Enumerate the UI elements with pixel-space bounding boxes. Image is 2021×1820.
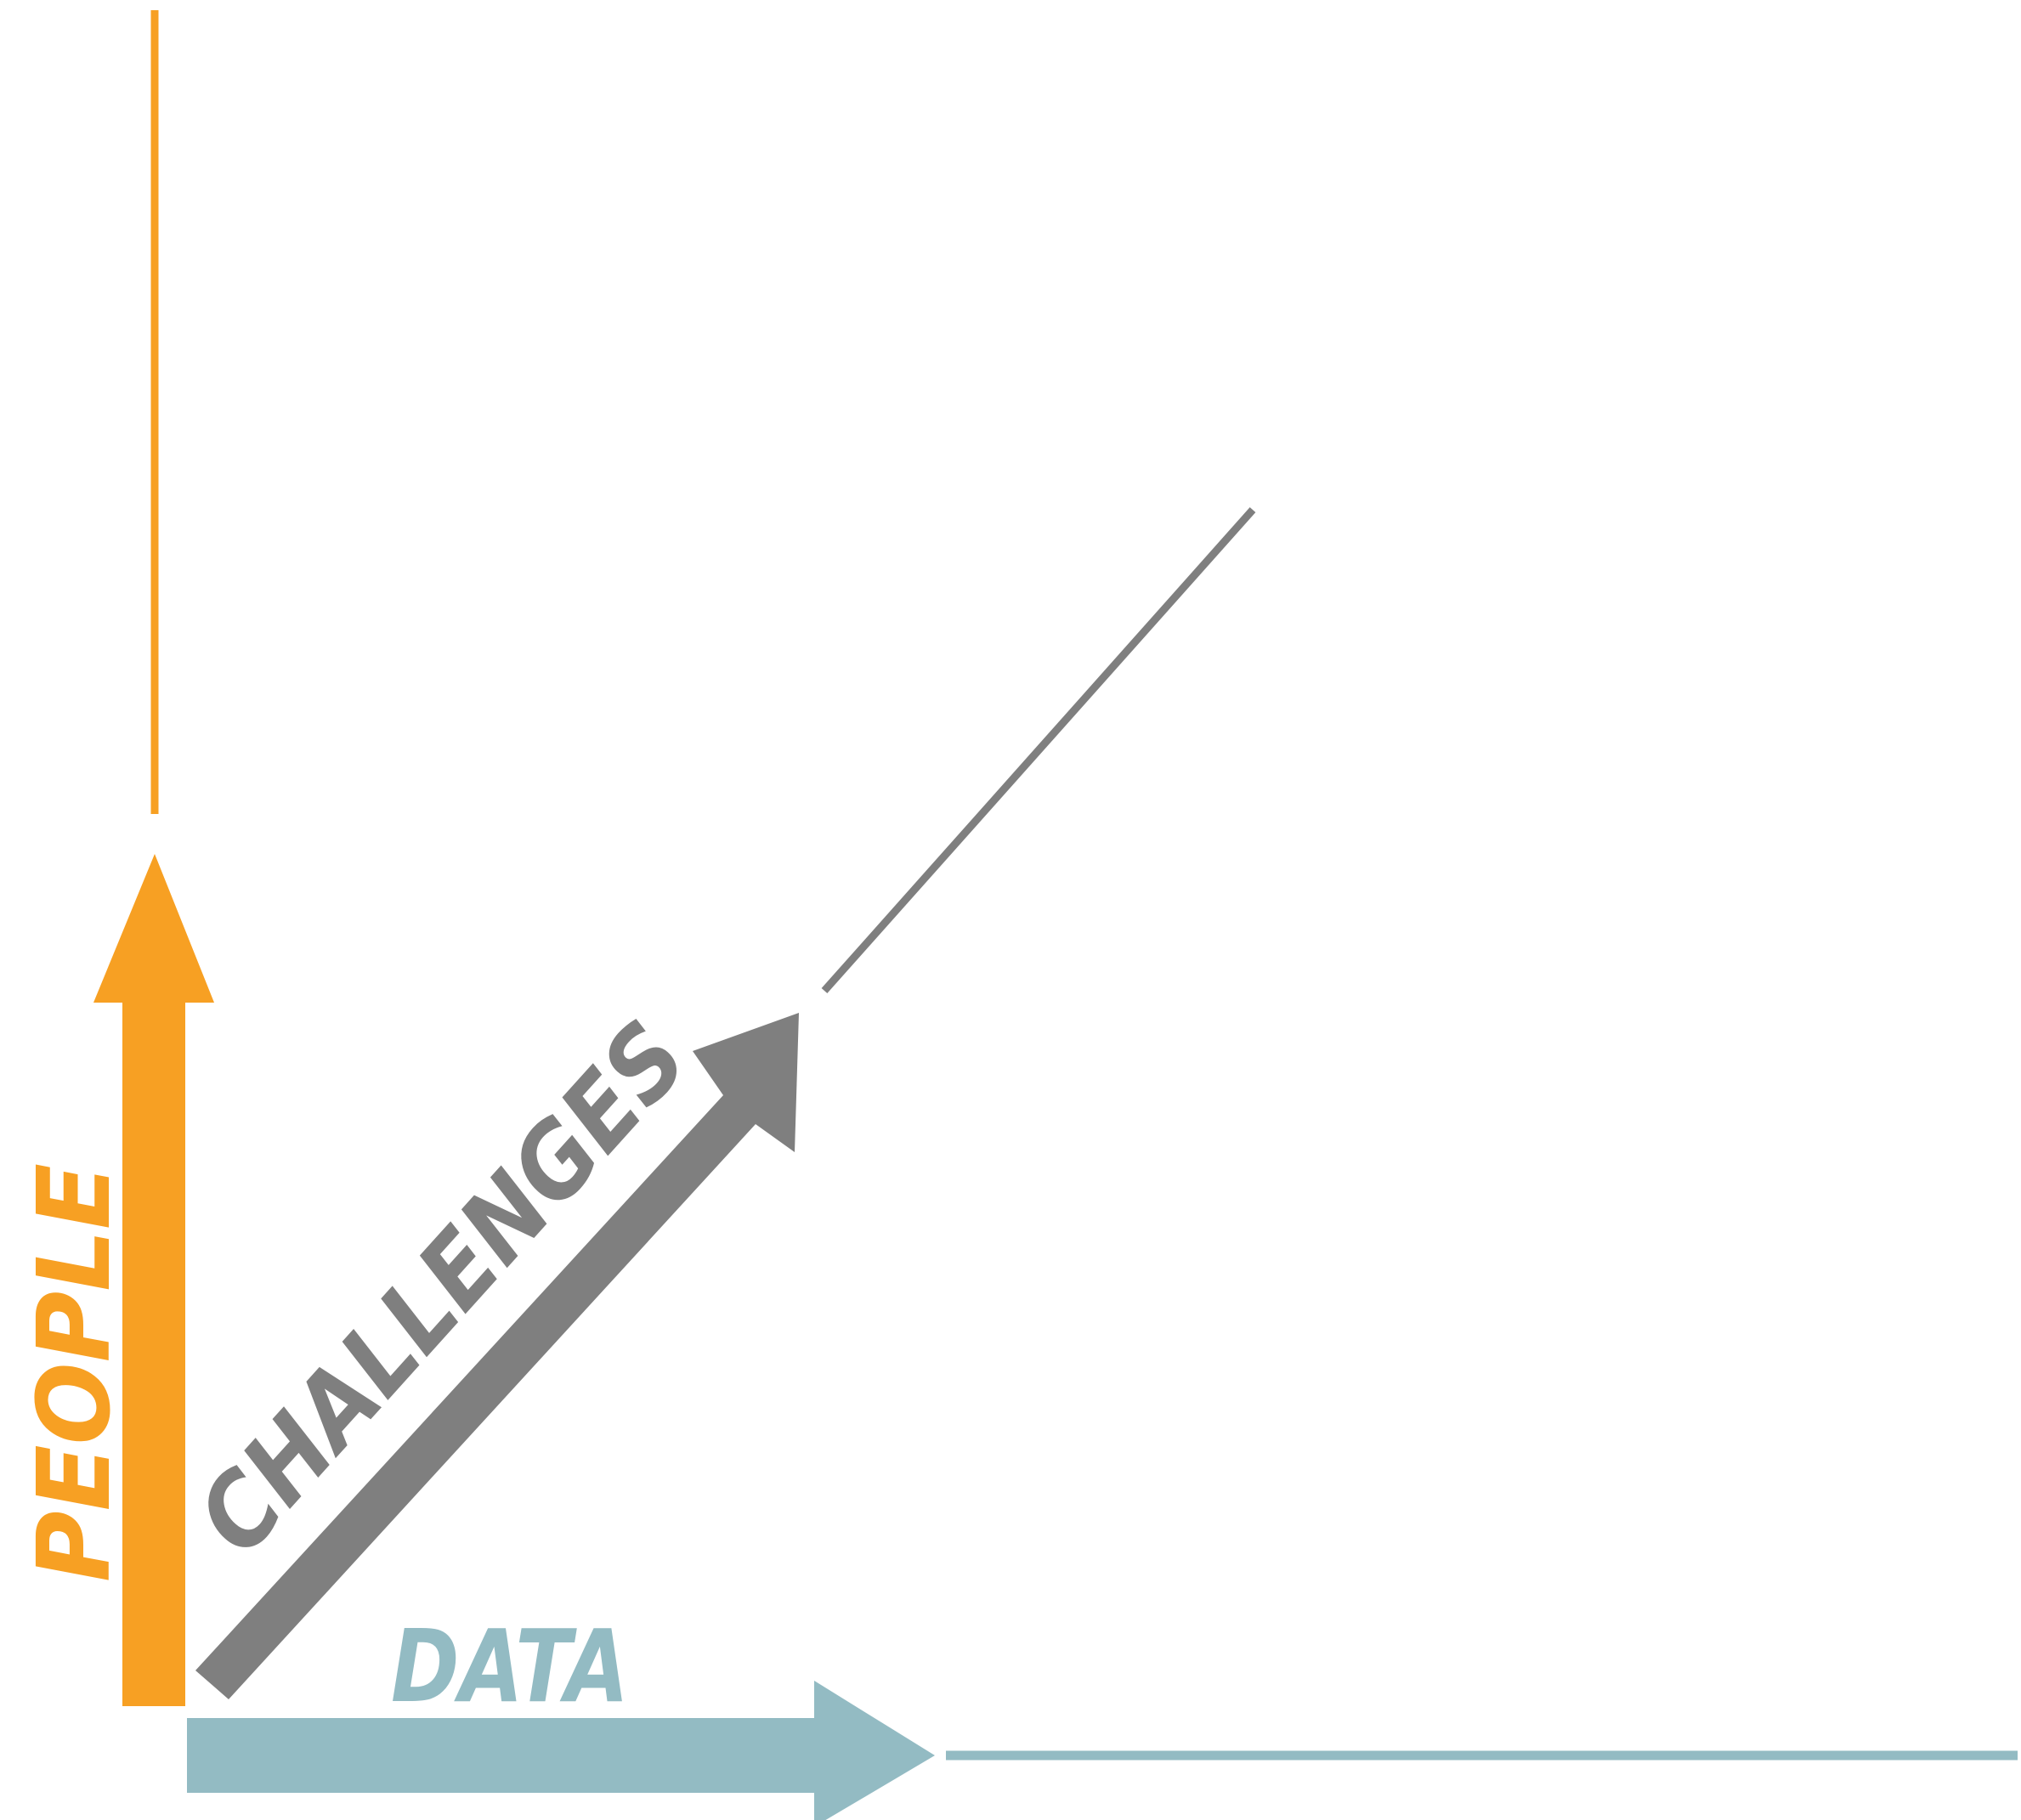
data-label: DATA xyxy=(391,1608,629,1725)
challenges-axis-line xyxy=(821,507,1256,993)
challenges-axis: CHALLENGES xyxy=(174,507,1256,1699)
challenges-label: CHALLENGES xyxy=(174,1000,710,1576)
challenges-axis-arrow xyxy=(195,1013,799,1699)
data-axis: DATA xyxy=(187,1608,2018,1820)
people-label: PEOPLE xyxy=(15,1163,133,1582)
people-axis-arrow xyxy=(93,854,214,1706)
data-axis-arrow xyxy=(187,1681,935,1820)
people-axis: PEOPLE xyxy=(15,10,214,1706)
